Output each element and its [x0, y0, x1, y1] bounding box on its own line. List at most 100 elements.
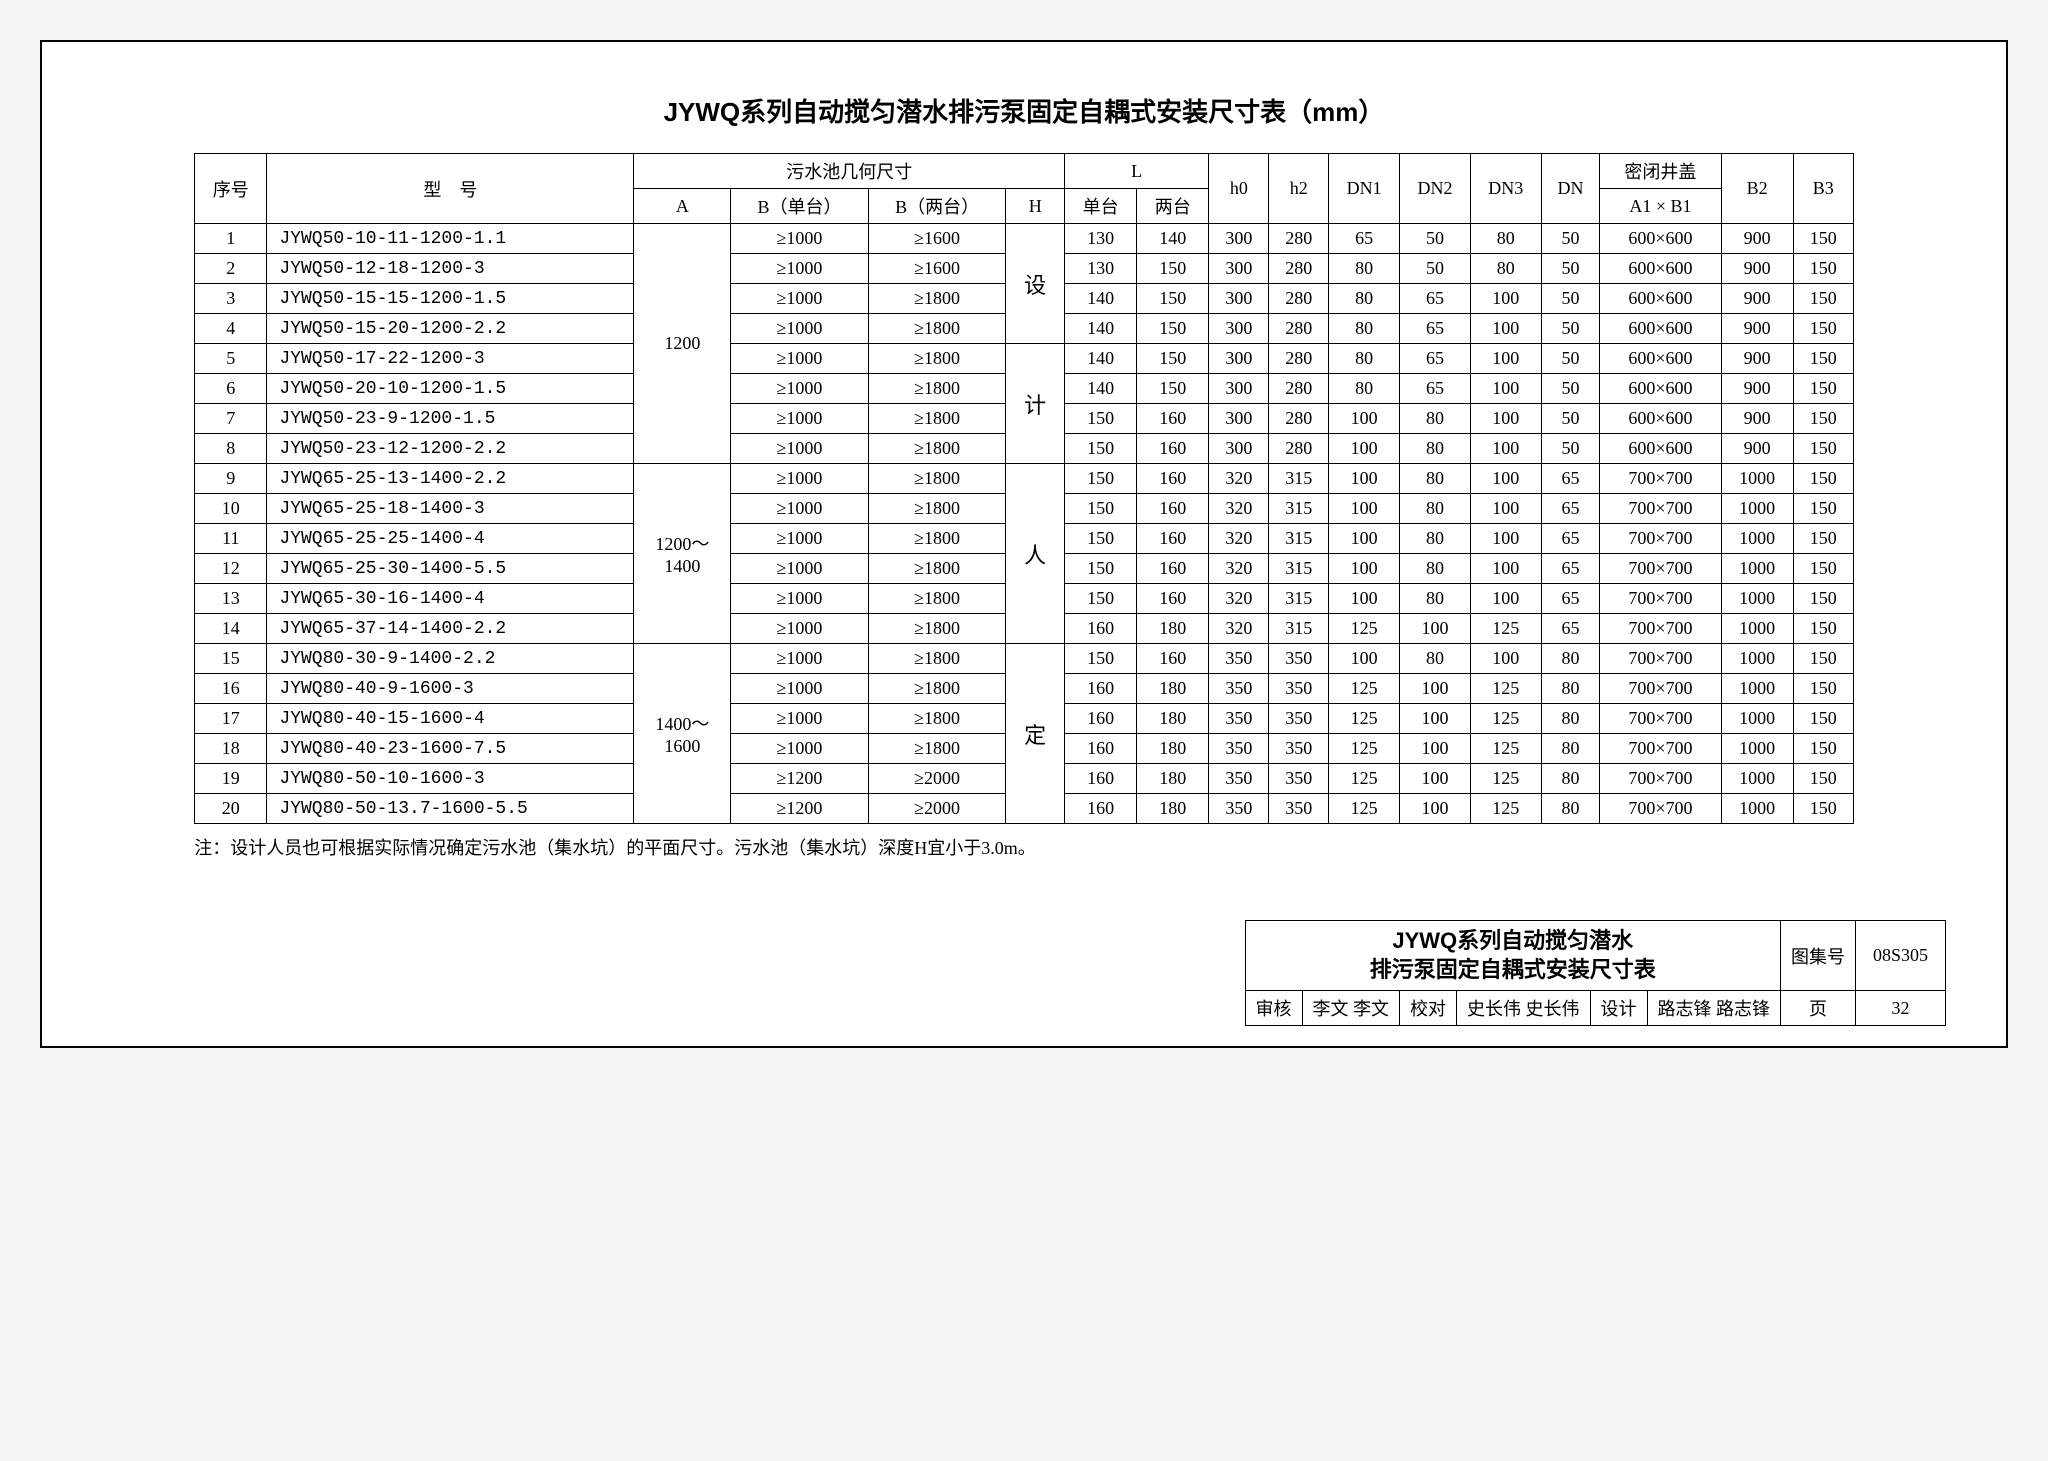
cell-B3: 150	[1793, 464, 1853, 494]
cell-DN1: 80	[1329, 284, 1400, 314]
cell-DN2: 100	[1400, 674, 1471, 704]
cell-DN: 65	[1541, 464, 1600, 494]
cell-Ld: 180	[1137, 674, 1209, 704]
cell-B3: 150	[1793, 524, 1853, 554]
cell-h0: 320	[1209, 524, 1269, 554]
cell-Bs: ≥1000	[731, 644, 869, 674]
cell-cover: 700×700	[1600, 794, 1721, 824]
cell-h0: 300	[1209, 404, 1269, 434]
cell-h2: 280	[1269, 344, 1329, 374]
cell-DN: 80	[1541, 794, 1600, 824]
cell-B2: 900	[1721, 374, 1793, 404]
cell-DN: 80	[1541, 734, 1600, 764]
cell-Ld: 150	[1137, 374, 1209, 404]
cell-B3: 150	[1793, 224, 1853, 254]
th-L: L	[1064, 154, 1208, 189]
cell-B2: 1000	[1721, 494, 1793, 524]
cell-Ld: 160	[1137, 644, 1209, 674]
design-signature: 路志锋	[1716, 999, 1770, 1019]
cell-DN1: 125	[1329, 614, 1400, 644]
cell-model: JYWQ50-23-12-1200-2.2	[267, 434, 634, 464]
cell-B2: 900	[1721, 254, 1793, 284]
title-block: JYWQ系列自动搅匀潜水 排污泵固定自耦式安装尺寸表 图集号 08S305 审核…	[1245, 920, 1947, 1026]
cell-h2: 350	[1269, 764, 1329, 794]
cell-Bd: ≥1800	[868, 704, 1006, 734]
cell-seq: 20	[195, 794, 267, 824]
cell-h2: 350	[1269, 674, 1329, 704]
cell-h2: 280	[1269, 284, 1329, 314]
cell-B2: 1000	[1721, 464, 1793, 494]
th-Bsingle: B（单台）	[731, 189, 869, 224]
th-DN1: DN1	[1329, 154, 1400, 224]
cell-DN1: 100	[1329, 434, 1400, 464]
cell-cover: 600×600	[1600, 224, 1721, 254]
cell-h2: 315	[1269, 464, 1329, 494]
cell-Bd: ≥1800	[868, 404, 1006, 434]
cell-DN: 65	[1541, 524, 1600, 554]
cell-B3: 150	[1793, 584, 1853, 614]
design-name: 路志锋 路志锋	[1647, 991, 1781, 1026]
cell-Ld: 180	[1137, 794, 1209, 824]
cell-cover: 600×600	[1600, 284, 1721, 314]
cell-DN3: 100	[1470, 494, 1541, 524]
table-row: 1JYWQ50-10-11-1200-1.11200≥1000≥1600设130…	[195, 224, 1854, 254]
cell-B2: 1000	[1721, 524, 1793, 554]
cell-Ld: 180	[1137, 614, 1209, 644]
cell-DN3: 100	[1470, 284, 1541, 314]
th-seq: 序号	[195, 154, 267, 224]
cell-Ls: 140	[1064, 374, 1136, 404]
cell-B2: 1000	[1721, 734, 1793, 764]
cell-DN1: 100	[1329, 644, 1400, 674]
cell-cover: 700×700	[1600, 644, 1721, 674]
cell-Bd: ≥1800	[868, 464, 1006, 494]
cell-DN1: 65	[1329, 224, 1400, 254]
cell-Ls: 140	[1064, 314, 1136, 344]
cell-seq: 3	[195, 284, 267, 314]
cell-Bd: ≥1800	[868, 734, 1006, 764]
th-B2: B2	[1721, 154, 1793, 224]
cell-B2: 1000	[1721, 674, 1793, 704]
cell-model: JYWQ80-50-10-1600-3	[267, 764, 634, 794]
cell-model: JYWQ80-40-15-1600-4	[267, 704, 634, 734]
cell-DN: 80	[1541, 644, 1600, 674]
check-text: 史长伟	[1467, 999, 1521, 1019]
th-DN3: DN3	[1470, 154, 1541, 224]
cell-h2: 280	[1269, 314, 1329, 344]
cell-B2: 1000	[1721, 644, 1793, 674]
cell-A: 1400～1600	[634, 644, 731, 824]
cell-seq: 12	[195, 554, 267, 584]
cell-Ls: 140	[1064, 284, 1136, 314]
cell-seq: 1	[195, 224, 267, 254]
cell-B3: 150	[1793, 614, 1853, 644]
cell-model: JYWQ50-23-9-1200-1.5	[267, 404, 634, 434]
cell-DN1: 125	[1329, 704, 1400, 734]
cell-Bd: ≥1800	[868, 524, 1006, 554]
cell-DN2: 65	[1400, 314, 1471, 344]
cell-h2: 315	[1269, 614, 1329, 644]
cell-DN: 50	[1541, 224, 1600, 254]
cell-B3: 150	[1793, 644, 1853, 674]
cell-seq: 7	[195, 404, 267, 434]
cell-B3: 150	[1793, 674, 1853, 704]
cell-Ls: 150	[1064, 524, 1136, 554]
cell-Bd: ≥1600	[868, 254, 1006, 284]
table-row: 5JYWQ50-17-22-1200-3≥1000≥1800计140150300…	[195, 344, 1854, 374]
cell-H: 人	[1006, 464, 1065, 644]
cell-Bs: ≥1000	[731, 434, 869, 464]
cell-cover: 700×700	[1600, 584, 1721, 614]
cell-model: JYWQ80-30-9-1400-2.2	[267, 644, 634, 674]
cell-h0: 300	[1209, 434, 1269, 464]
cell-B3: 150	[1793, 284, 1853, 314]
check-signature: 史长伟	[1526, 999, 1580, 1019]
cell-h0: 320	[1209, 464, 1269, 494]
cell-Bd: ≥1800	[868, 494, 1006, 524]
cell-DN1: 125	[1329, 734, 1400, 764]
cell-Bd: ≥2000	[868, 764, 1006, 794]
cell-DN: 80	[1541, 764, 1600, 794]
titleblock-line2: 排污泵固定自耦式安装尺寸表	[1370, 957, 1656, 982]
cell-B3: 150	[1793, 434, 1853, 464]
th-DN2: DN2	[1400, 154, 1471, 224]
cell-h0: 300	[1209, 314, 1269, 344]
cell-Bs: ≥1000	[731, 494, 869, 524]
album-number: 08S305	[1856, 921, 1946, 991]
